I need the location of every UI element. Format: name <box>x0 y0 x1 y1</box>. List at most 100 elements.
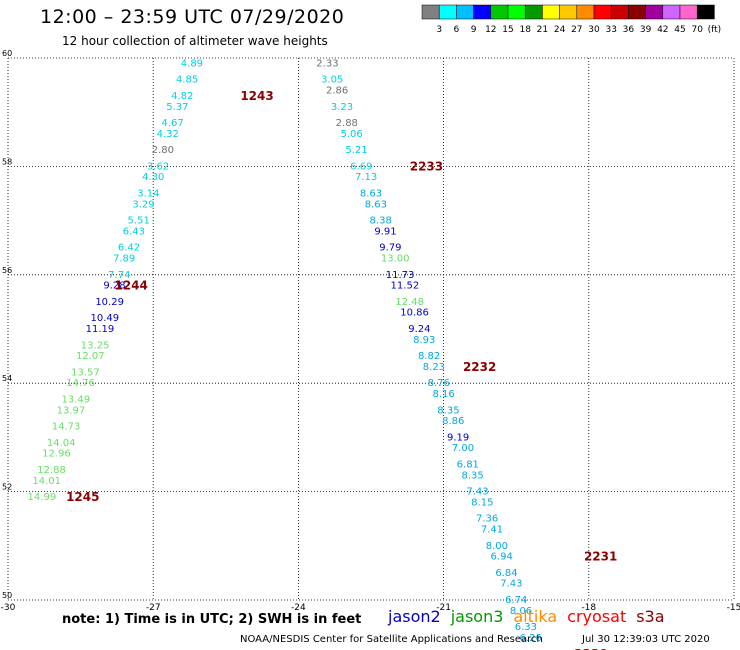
y-tick-label: 58 <box>2 157 12 166</box>
wave-height-point: 6.33 <box>515 622 537 633</box>
color-scale-label: 39 <box>640 25 652 35</box>
color-scale-label: 15 <box>502 25 513 35</box>
wave-height-point: 14.01 <box>32 476 61 487</box>
wave-height-point: 13.97 <box>57 405 86 416</box>
wave-height-point: 12.96 <box>42 449 71 460</box>
wave-height-point: 3.23 <box>331 102 353 113</box>
wave-height-point: 8.23 <box>423 362 445 373</box>
wave-height-point: 7.13 <box>355 172 377 183</box>
color-scale-label: 36 <box>623 25 635 35</box>
wave-height-point: 10.86 <box>400 308 429 319</box>
y-tick-label: 60 <box>2 49 12 58</box>
wave-height-point: 8.35 <box>437 405 459 416</box>
wave-height-point: 7.41 <box>481 525 503 536</box>
wave-height-point: 8.63 <box>360 189 382 200</box>
wave-height-point: 8.82 <box>418 351 440 362</box>
wave-height-point: 6.43 <box>123 226 145 237</box>
wave-height-point: 8.63 <box>365 199 387 210</box>
wave-height-point: 6.74 <box>505 595 527 606</box>
wave-height-point: 8.76 <box>428 378 450 389</box>
footer-timestamp: Jul 30 12:39:03 UTC 2020 <box>582 634 710 645</box>
satellite-legend-altika: altika <box>513 607 558 626</box>
color-scale-label: 42 <box>657 25 668 35</box>
footer-note: note: 1) Time is in UTC; 2) SWH is in fe… <box>62 612 362 627</box>
wave-height-point: 13.49 <box>61 394 90 405</box>
wave-height-point: 4.67 <box>161 118 183 129</box>
wave-height-point: 8.00 <box>486 541 508 552</box>
wave-height-point: 10.29 <box>95 297 124 308</box>
color-swatch <box>696 4 715 20</box>
wave-height-point: 7.43 <box>500 579 522 590</box>
wave-height-point: 8.86 <box>442 416 464 427</box>
satellite-legend-cryosat: cryosat <box>567 607 627 626</box>
wave-height-point: 6.69 <box>350 161 372 172</box>
wave-height-point: 12.07 <box>76 351 105 362</box>
wave-height-point: 3.29 <box>132 199 154 210</box>
wave-height-point: 2.88 <box>336 118 358 129</box>
wave-height-point: 4.89 <box>181 58 203 69</box>
y-tick-label: 56 <box>2 266 12 275</box>
color-scale-label: 12 <box>485 25 496 35</box>
wave-height-point: 13.25 <box>81 340 110 351</box>
wave-height-point: 14.73 <box>52 422 81 433</box>
wave-height-point: 9.28 <box>103 281 125 292</box>
wave-height-point: 9.19 <box>447 432 469 443</box>
chart-subtitle: 12 hour collection of altimeter wave hei… <box>62 34 328 48</box>
color-scale-label: 33 <box>605 25 616 35</box>
y-tick-label: 52 <box>2 483 12 492</box>
wave-height-point: 4.30 <box>142 172 164 183</box>
color-scale-label: (ft) <box>708 25 722 35</box>
color-scale-label: 6 <box>454 25 460 35</box>
y-tick-label: 54 <box>2 374 12 383</box>
color-scale-label: 18 <box>519 25 531 35</box>
wave-height-point: 7.36 <box>476 514 498 525</box>
color-scale-label: 3 <box>436 25 442 35</box>
wave-height-point: 2.86 <box>326 86 348 97</box>
wave-height-point: 11.52 <box>391 281 420 292</box>
wave-height-point: 11.73 <box>386 270 415 281</box>
pass-time-label: 2230 <box>574 647 607 650</box>
satellite-legend: jason2 jason3 altika cryosat s3a <box>388 607 675 626</box>
wave-height-point: 8.38 <box>370 216 392 227</box>
color-scale-label: 9 <box>471 25 477 35</box>
wave-height-point: 5.06 <box>341 129 363 140</box>
wave-height-point: 12.88 <box>37 465 66 476</box>
wave-height-point: 4.85 <box>176 75 198 86</box>
wave-height-point: 5.37 <box>166 102 188 113</box>
wave-height-point: 10.49 <box>90 313 119 324</box>
pass-time-label: 2231 <box>584 550 617 564</box>
color-scale-label: 70 <box>691 25 703 35</box>
wave-height-point: 8.16 <box>432 389 454 400</box>
wave-height-point: 11.19 <box>86 324 115 335</box>
color-scale-label: 45 <box>674 25 685 35</box>
wave-height-point: 8.93 <box>413 335 435 346</box>
wave-height-point: 4.82 <box>171 91 193 102</box>
x-tick-label: -30 <box>1 603 16 613</box>
wave-height-point: 2.80 <box>152 145 174 156</box>
color-scale-bar: 3 6 9 12 15 18 21 24 27 30 33 36 39 42 45 70 (ft) <box>421 4 722 35</box>
pass-time-label: 2232 <box>463 360 496 374</box>
pass-time-label: 1245 <box>66 490 99 504</box>
wave-height-point: 13.00 <box>381 254 410 265</box>
wave-height-point: 2.33 <box>316 58 338 69</box>
wave-height-point: 9.91 <box>374 226 396 237</box>
satellite-legend-s3a: s3a <box>636 607 665 626</box>
wave-height-point: 14.76 <box>66 378 95 389</box>
x-tick-label: -24 <box>291 603 306 613</box>
wave-height-point: 6.42 <box>118 243 140 254</box>
wave-height-point: 14.99 <box>28 492 57 503</box>
wave-height-point: 8.06 <box>510 606 532 617</box>
wave-height-point: 5.51 <box>128 216 150 227</box>
wave-height-point: 3.62 <box>147 161 169 172</box>
wave-height-point: 6.84 <box>495 568 517 579</box>
wave-height-point: 5.21 <box>345 145 367 156</box>
x-tick-label: -15 <box>727 603 740 613</box>
y-tick-label: 50 <box>2 591 12 600</box>
wave-height-point: 7.74 <box>108 270 130 281</box>
pass-time-label: 1244 <box>114 279 147 293</box>
wave-height-point: 4.32 <box>157 129 179 140</box>
wave-height-point: 6.26 <box>520 633 542 644</box>
wave-height-point: 8.35 <box>462 470 484 481</box>
wave-height-point: 12.48 <box>395 297 424 308</box>
